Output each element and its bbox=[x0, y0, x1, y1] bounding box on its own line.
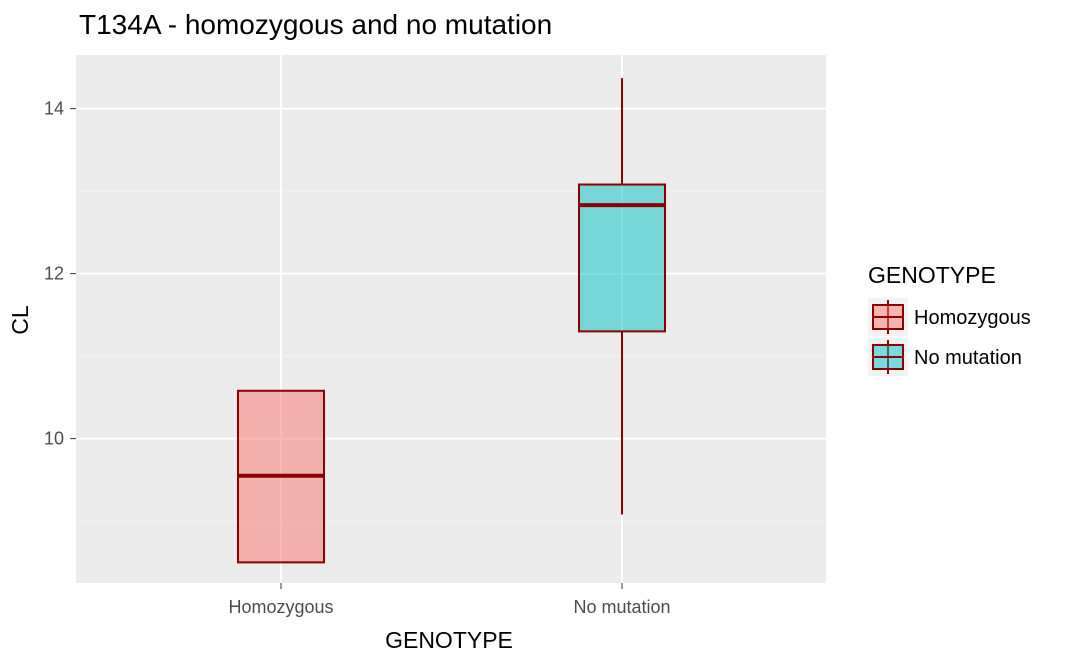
legend-label: Homozygous bbox=[914, 307, 1031, 329]
y-tick-label: 14 bbox=[44, 99, 64, 119]
legend-label: No mutation bbox=[914, 347, 1022, 369]
box-no-mutation bbox=[578, 183, 666, 333]
plot-panel: 10 12 14 Homozygous No mutation bbox=[44, 55, 826, 617]
legend-title: GENOTYPE bbox=[868, 262, 996, 288]
x-tick-label: Homozygous bbox=[228, 597, 333, 617]
chart-title: T134A - homozygous and no mutation bbox=[79, 9, 552, 40]
y-tick-label: 10 bbox=[44, 429, 64, 449]
legend-key bbox=[868, 338, 908, 376]
y-axis-title: CL bbox=[7, 305, 33, 335]
data-layer bbox=[237, 78, 666, 564]
x-axis-title: GENOTYPE bbox=[385, 627, 513, 653]
legend: GENOTYPE Homozygous No mutation bbox=[868, 262, 1031, 376]
x-tick-label: No mutation bbox=[573, 597, 670, 617]
legend-key bbox=[868, 298, 908, 336]
y-tick-label: 12 bbox=[44, 264, 64, 284]
plot-panel-background bbox=[76, 55, 826, 583]
